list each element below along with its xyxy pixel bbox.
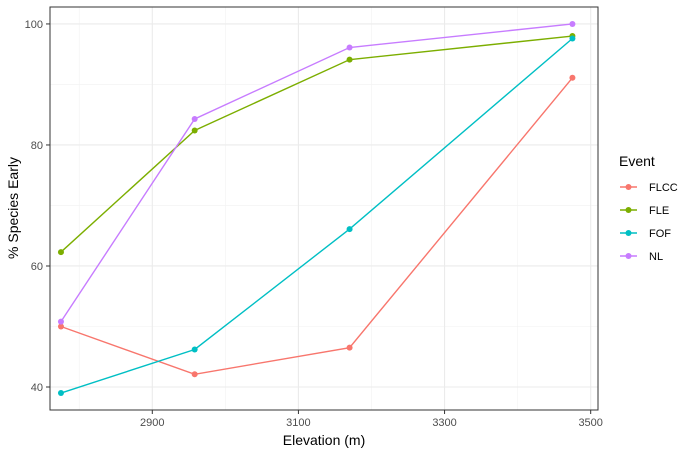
x-tick-label: 2900 xyxy=(140,417,164,429)
data-point-fof xyxy=(57,390,64,397)
data-point-nl xyxy=(569,20,576,27)
y-tick-label: 100 xyxy=(25,19,43,31)
series-points xyxy=(57,20,576,397)
x-axis-ticks: 2900 3100 3300 3500 xyxy=(140,410,603,429)
y-axis-ticks: 40 60 80 100 xyxy=(25,19,50,394)
grid-minor xyxy=(50,7,598,410)
series-line-nl xyxy=(60,23,573,323)
series-line-fle xyxy=(60,35,573,253)
series-line-fof xyxy=(60,37,573,394)
series-lines xyxy=(60,23,573,394)
panel-background xyxy=(50,7,598,410)
legend-title: Event xyxy=(619,153,655,169)
y-tick-label: 40 xyxy=(31,382,43,394)
grid-major xyxy=(50,7,598,410)
legend-label-fle: FLE xyxy=(649,205,669,217)
legend: FLCC FLE FOF NL xyxy=(620,182,678,263)
legend-key-point-fof xyxy=(625,230,632,236)
data-point-fle xyxy=(57,249,64,256)
data-point-fof xyxy=(569,35,576,42)
data-point-nl xyxy=(57,318,64,325)
data-point-nl xyxy=(346,44,353,51)
data-point-fof xyxy=(346,226,353,233)
x-tick-label: 3100 xyxy=(286,417,310,429)
data-point-flcc xyxy=(57,323,64,330)
legend-label-flcc: FLCC xyxy=(649,182,678,194)
x-tick-label: 3300 xyxy=(432,417,456,429)
legend-key-point-nl xyxy=(625,253,632,259)
legend-key-point-flcc xyxy=(625,184,632,190)
legend-label-fof: FOF xyxy=(649,228,671,240)
x-tick-label: 3500 xyxy=(578,417,602,429)
data-point-flcc xyxy=(346,344,353,351)
data-point-flcc xyxy=(191,371,198,378)
data-point-flcc xyxy=(569,74,576,81)
data-point-fle xyxy=(346,56,353,63)
legend-label-nl: NL xyxy=(649,251,663,263)
y-tick-label: 80 xyxy=(31,140,43,152)
legend-key-point-fle xyxy=(625,207,632,213)
panel-border xyxy=(49,6,599,411)
y-axis-title: % Species Early xyxy=(5,157,21,259)
x-axis-title: Elevation (m) xyxy=(283,432,365,448)
data-point-fle xyxy=(191,127,198,134)
data-point-nl xyxy=(191,115,198,122)
y-tick-label: 60 xyxy=(31,261,43,273)
series-line-flcc xyxy=(60,77,573,376)
data-point-fof xyxy=(191,346,198,353)
